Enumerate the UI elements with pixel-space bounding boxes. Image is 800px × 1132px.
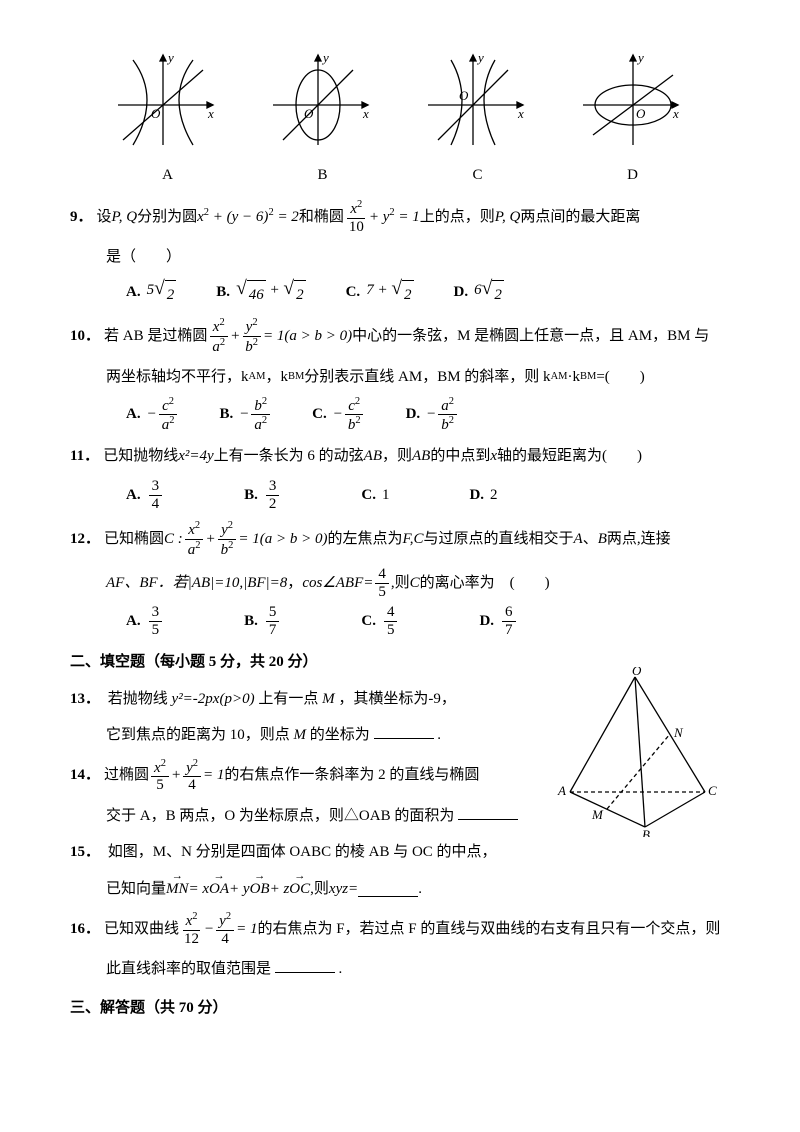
tetrahedron-figure: O A B C M N	[550, 667, 720, 848]
svg-text:B: B	[642, 827, 650, 837]
graph-c: x y O C	[423, 50, 533, 189]
svg-text:O: O	[636, 106, 646, 121]
graph-c-svg: x y O	[423, 50, 533, 150]
question-11: 11． 已知抛物线 x²=4y 上有一条长为 6 的动弦 AB ，则 AB 的中…	[70, 442, 730, 471]
conic-graphs-row: x y O A x y O B	[90, 50, 710, 189]
graph-a-svg: x y O	[113, 50, 223, 150]
q15-blank[interactable]	[358, 881, 418, 897]
question-10: 10． 若 AB 是过椭圆 x2a2 + y2b2 = 1(a > b > 0)…	[70, 317, 730, 355]
graph-d-label: D	[578, 161, 688, 190]
q12-choices: A.35 B.57 C.45 D.67	[126, 604, 730, 638]
question-12: 12． 已知椭圆 C : x2a2 + y2b2 = 1(a > b > 0) …	[70, 520, 730, 558]
graph-d: x y O D	[578, 50, 688, 189]
svg-text:O: O	[632, 667, 642, 678]
axis-y: y	[166, 50, 174, 65]
svg-text:y: y	[476, 50, 484, 65]
svg-text:C: C	[708, 783, 717, 798]
q9-num: 9．	[70, 203, 93, 232]
q11-choices: A.34 B.32 C.1 D.2	[126, 478, 730, 512]
tetrahedron-svg: O A B C M N	[550, 667, 720, 837]
graph-a-label: A	[113, 161, 223, 190]
graph-b-label: B	[268, 161, 378, 190]
axis-x: x	[207, 106, 214, 121]
q13-blank[interactable]	[374, 723, 434, 739]
question-9: 9． 设 P, Q 分别为圆 x2 + (y − 6)2 = 2 和椭圆 x21…	[70, 199, 730, 235]
q10-line2: 两坐标轴均不平行，kAM ，kBM 分别表示直线 AM，BM 的斜率，则 kAM…	[106, 363, 730, 392]
svg-text:O: O	[304, 106, 314, 121]
q14-blank[interactable]	[458, 804, 518, 820]
q15-line2: 已知向量 MN = x OA + y OB + z OC ,则 xyz= .	[106, 875, 730, 904]
svg-text:x: x	[672, 106, 679, 121]
svg-text:O: O	[459, 88, 469, 103]
graph-b-svg: x y O	[268, 50, 378, 150]
q12-line2: AF、BF．若 |AB|=10,|BF|=8 ， cos∠ABF= 45 ,则 …	[106, 566, 730, 600]
origin: O	[151, 106, 161, 121]
q9-choices: A.5√2 B.√46 + √2 C.7 + √2 D.6√2	[126, 276, 730, 310]
section-3-heading: 三、解答题（共 70 分）	[70, 994, 730, 1023]
q16-line2: 此直线斜率的取值范围是 .	[106, 955, 730, 984]
svg-text:A: A	[557, 783, 566, 798]
svg-text:y: y	[636, 50, 644, 65]
q9-line2: 是（ ）	[106, 243, 730, 272]
question-16: 16． 已知双曲线 x212 − y24 = 1 的右焦点为 F，若过点 F 的…	[70, 911, 730, 947]
graph-d-svg: x y O	[578, 50, 688, 150]
svg-text:y: y	[321, 50, 329, 65]
graph-c-label: C	[423, 161, 533, 190]
svg-text:x: x	[362, 106, 369, 121]
question-14: 14． 过椭圆 x25 + y24 = 1 的右焦点作一条斜率为 2 的直线与椭…	[70, 758, 540, 794]
q10-choices: A.−c2a2 B.−b2a2 C.−c2b2 D.−a2b2	[126, 396, 730, 434]
svg-text:M: M	[591, 807, 604, 822]
svg-text:N: N	[673, 725, 684, 740]
graph-a: x y O A	[113, 50, 223, 189]
graph-b: x y O B	[268, 50, 378, 189]
q16-blank[interactable]	[275, 957, 335, 973]
svg-text:x: x	[517, 106, 524, 121]
